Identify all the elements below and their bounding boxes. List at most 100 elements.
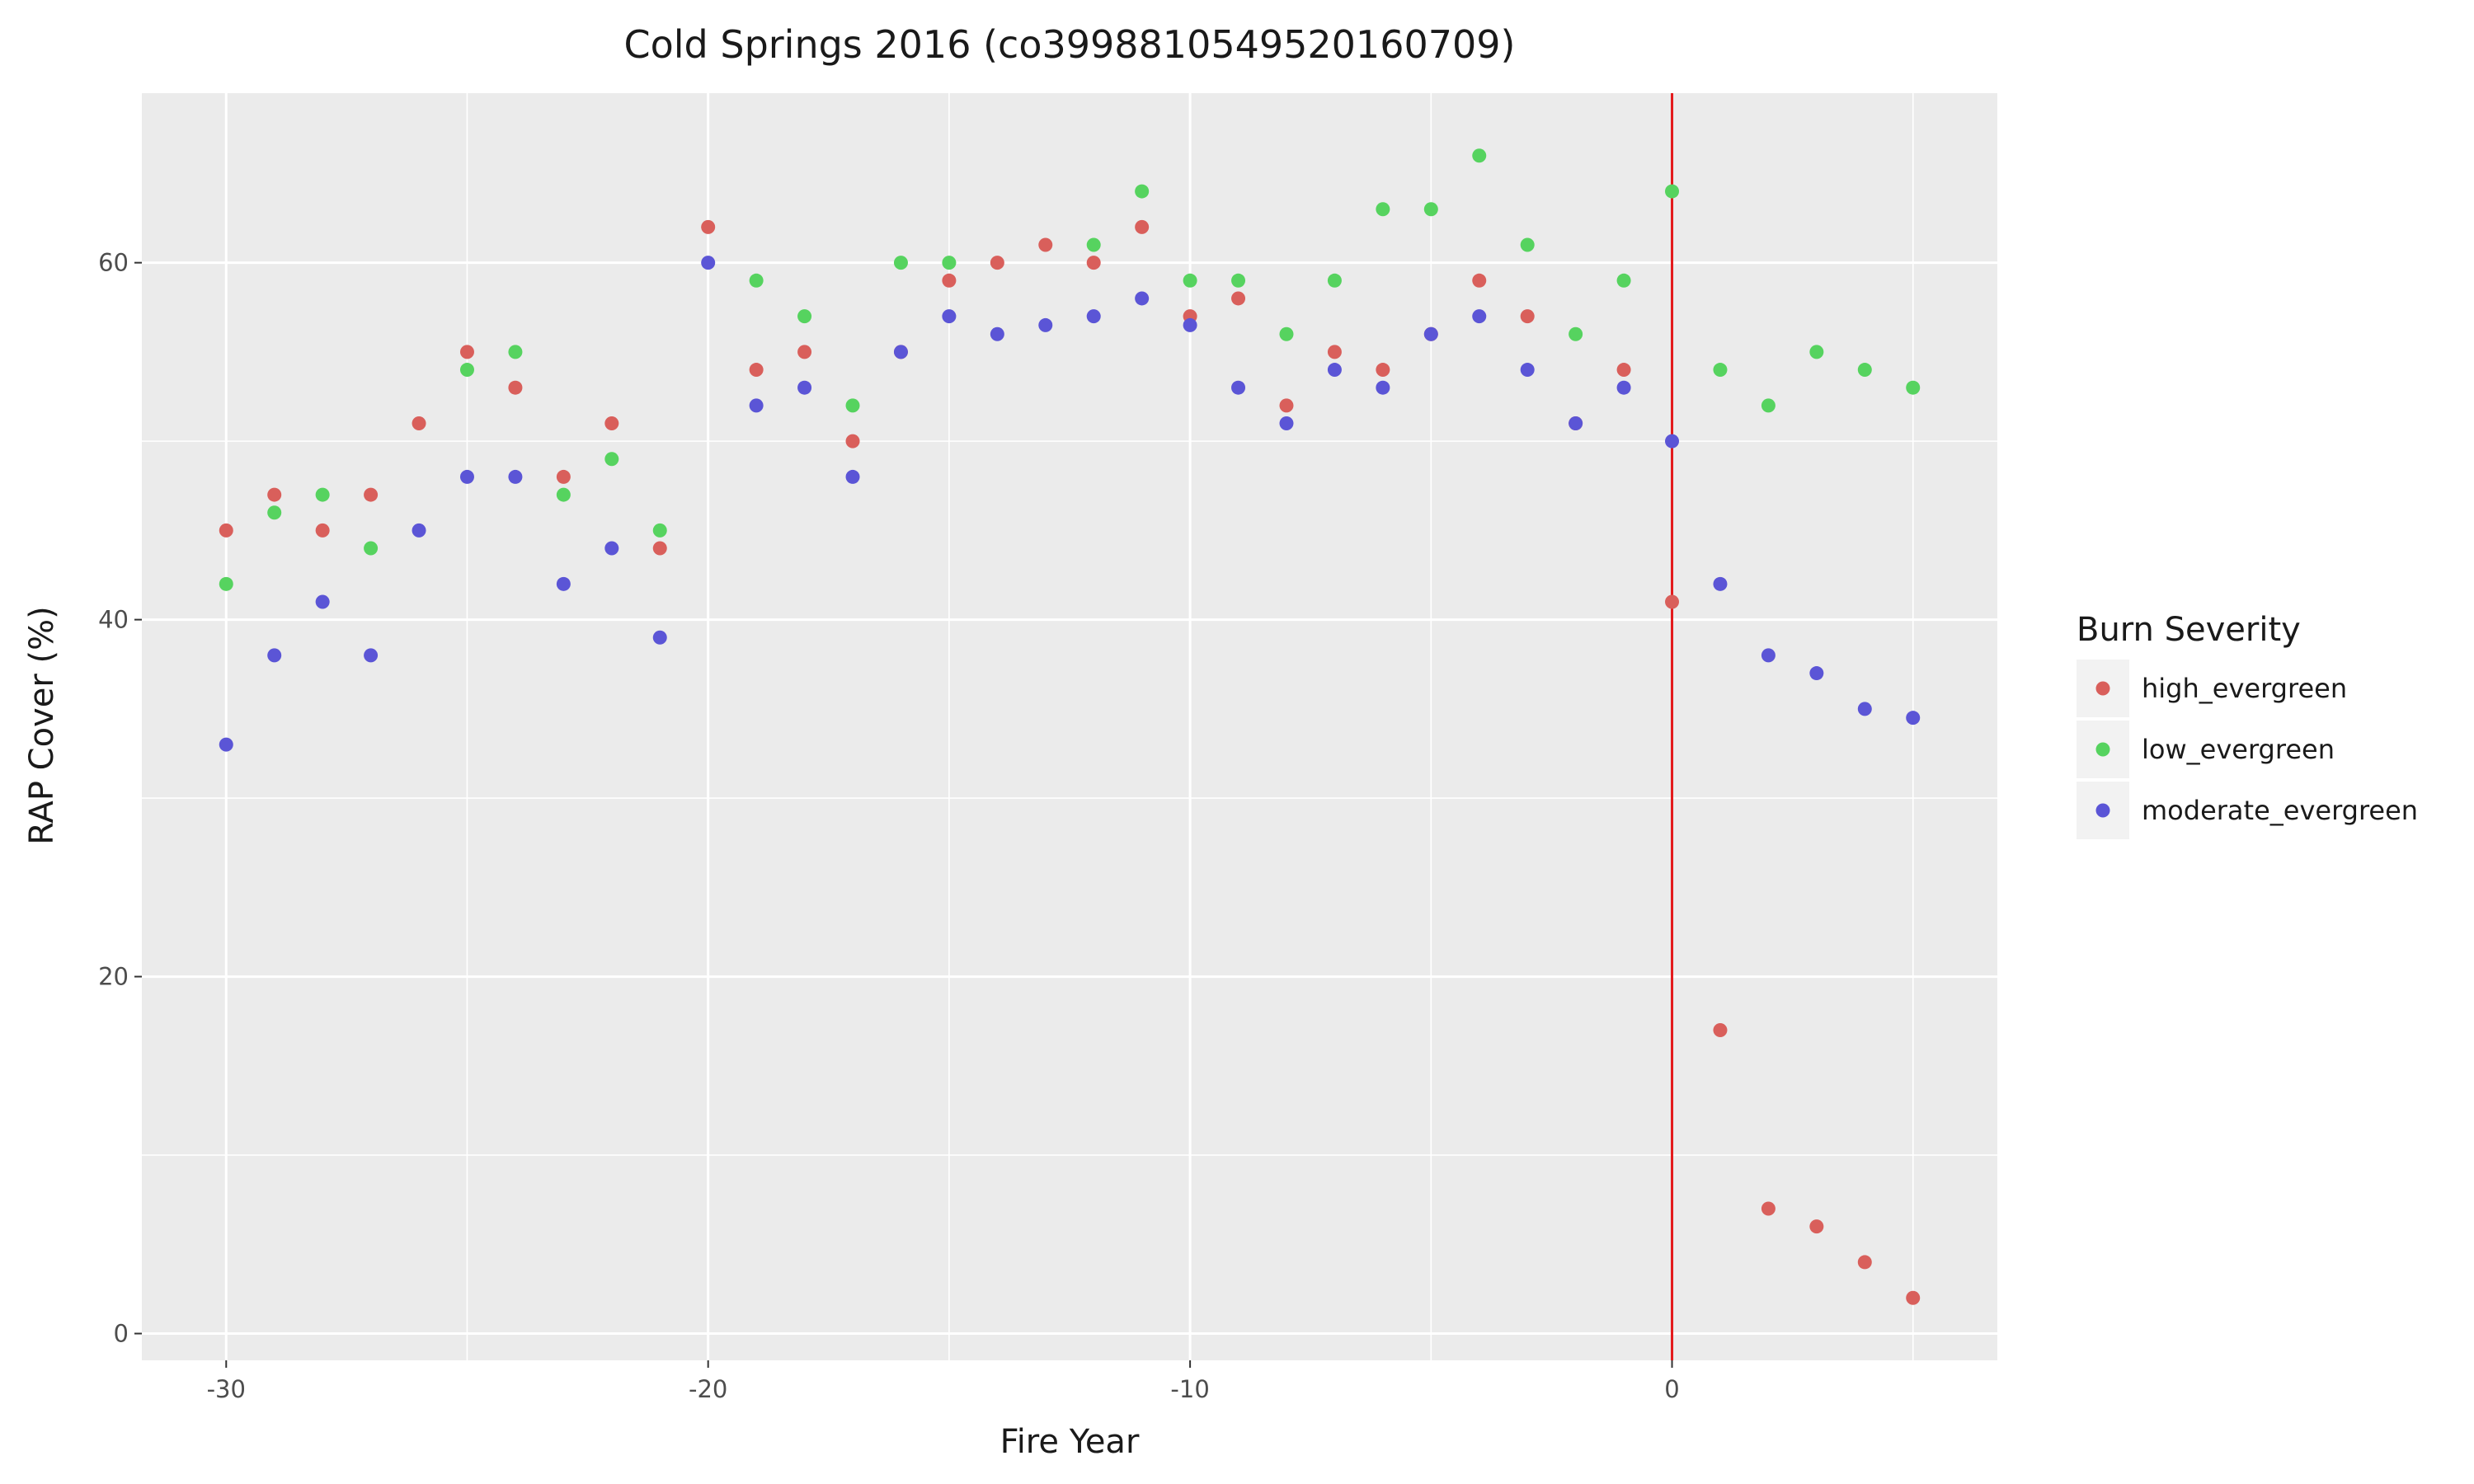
x-tick-label: -20 (689, 1375, 727, 1403)
data-points (219, 148, 1921, 1305)
data-point-low_evergreen (1857, 363, 1872, 378)
data-point-low_evergreen (1809, 345, 1824, 359)
data-point-high_evergreen (315, 523, 330, 538)
data-point-high_evergreen (942, 273, 957, 288)
data-point-high_evergreen (412, 416, 426, 430)
x-tick-label: -30 (207, 1375, 246, 1403)
tick-labels: -30 -20 -10 0 0 20 40 60 (98, 249, 1680, 1403)
y-axis-title: RAP Cover (%) (23, 606, 61, 844)
data-point-low_evergreen (508, 345, 523, 359)
data-point-low_evergreen (1520, 237, 1535, 252)
data-point-moderate_evergreen (1135, 291, 1150, 306)
data-point-moderate_evergreen (1086, 309, 1101, 324)
data-point-moderate_evergreen (1520, 363, 1535, 378)
data-point-low_evergreen (1279, 326, 1294, 341)
data-point-moderate_evergreen (701, 256, 716, 270)
plot-panel (142, 93, 1997, 1360)
data-point-low_evergreen (1616, 273, 1631, 288)
data-point-low_evergreen (845, 398, 860, 413)
y-tick-label: 60 (98, 249, 129, 277)
data-point-high_evergreen (1857, 1255, 1872, 1270)
data-point-moderate_evergreen (1327, 363, 1342, 378)
data-point-moderate_evergreen (1279, 416, 1294, 430)
data-point-low_evergreen (942, 256, 957, 270)
data-point-high_evergreen (1713, 1023, 1728, 1038)
data-point-low_evergreen (1665, 184, 1680, 199)
data-point-low_evergreen (652, 523, 667, 538)
data-point-moderate_evergreen (459, 469, 474, 484)
data-point-low_evergreen (749, 273, 764, 288)
data-point-high_evergreen (1472, 273, 1487, 288)
data-point-moderate_evergreen (1472, 309, 1487, 324)
data-point-high_evergreen (701, 219, 716, 234)
data-point-high_evergreen (1279, 398, 1294, 413)
data-point-moderate_evergreen (893, 345, 908, 359)
data-point-low_evergreen (556, 487, 571, 502)
data-point-moderate_evergreen (1183, 317, 1197, 332)
x-tick-label: -10 (1170, 1375, 1209, 1403)
data-point-moderate_evergreen (1857, 702, 1872, 716)
y-tick-label: 0 (114, 1320, 129, 1348)
data-point-moderate_evergreen (1038, 317, 1053, 332)
axis-ticks (134, 261, 1673, 1368)
data-point-low_evergreen (1472, 148, 1487, 163)
data-point-high_evergreen (1327, 345, 1342, 359)
data-point-low_evergreen (1423, 202, 1438, 217)
data-point-low_evergreen (459, 363, 474, 378)
data-point-low_evergreen (604, 452, 619, 467)
data-point-high_evergreen (459, 345, 474, 359)
data-point-moderate_evergreen (990, 326, 1004, 341)
data-point-high_evergreen (508, 380, 523, 395)
data-point-low_evergreen (364, 541, 379, 556)
legend-label-moderate_evergreen: moderate_evergreen (2142, 795, 2418, 826)
data-point-low_evergreen (893, 256, 908, 270)
data-point-low_evergreen (1906, 380, 1921, 395)
data-point-high_evergreen (604, 416, 619, 430)
data-point-moderate_evergreen (1423, 326, 1438, 341)
data-point-moderate_evergreen (1809, 666, 1824, 681)
data-point-low_evergreen (1761, 398, 1776, 413)
data-point-high_evergreen (1665, 594, 1680, 609)
data-point-moderate_evergreen (1569, 416, 1583, 430)
x-tick-label: 0 (1664, 1375, 1679, 1403)
data-point-moderate_evergreen (845, 469, 860, 484)
data-point-low_evergreen (797, 309, 812, 324)
data-point-high_evergreen (1520, 309, 1535, 324)
legend-swatch-high_evergreen (2095, 681, 2110, 696)
data-point-moderate_evergreen (1376, 380, 1390, 395)
data-point-moderate_evergreen (1616, 380, 1631, 395)
grid-minor (142, 93, 1997, 1360)
data-point-moderate_evergreen (556, 576, 571, 591)
data-point-low_evergreen (1231, 273, 1246, 288)
data-point-high_evergreen (1038, 237, 1053, 252)
data-point-low_evergreen (1713, 363, 1728, 378)
data-point-high_evergreen (749, 363, 764, 378)
data-point-high_evergreen (652, 541, 667, 556)
data-point-low_evergreen (1135, 184, 1150, 199)
data-point-high_evergreen (556, 469, 571, 484)
data-point-high_evergreen (990, 256, 1004, 270)
x-axis-title: Fire Year (1000, 1423, 1140, 1461)
data-point-moderate_evergreen (1906, 711, 1921, 726)
data-point-high_evergreen (1616, 363, 1631, 378)
data-point-moderate_evergreen (1713, 576, 1728, 591)
data-point-high_evergreen (1809, 1219, 1824, 1234)
data-point-high_evergreen (1135, 219, 1150, 234)
data-point-high_evergreen (1761, 1201, 1776, 1216)
data-point-high_evergreen (845, 434, 860, 448)
data-point-low_evergreen (1183, 273, 1197, 288)
y-tick-label: 40 (98, 606, 129, 634)
data-point-moderate_evergreen (604, 541, 619, 556)
data-point-high_evergreen (1086, 256, 1101, 270)
data-point-moderate_evergreen (749, 398, 764, 413)
data-point-moderate_evergreen (1761, 648, 1776, 663)
data-point-low_evergreen (1569, 326, 1583, 341)
legend-label-high_evergreen: high_evergreen (2142, 673, 2347, 704)
data-point-low_evergreen (1327, 273, 1342, 288)
data-point-moderate_evergreen (315, 594, 330, 609)
data-point-low_evergreen (267, 505, 282, 520)
data-point-moderate_evergreen (1665, 434, 1680, 448)
legend-title: Burn Severity (2077, 611, 2301, 649)
data-point-moderate_evergreen (364, 648, 379, 663)
